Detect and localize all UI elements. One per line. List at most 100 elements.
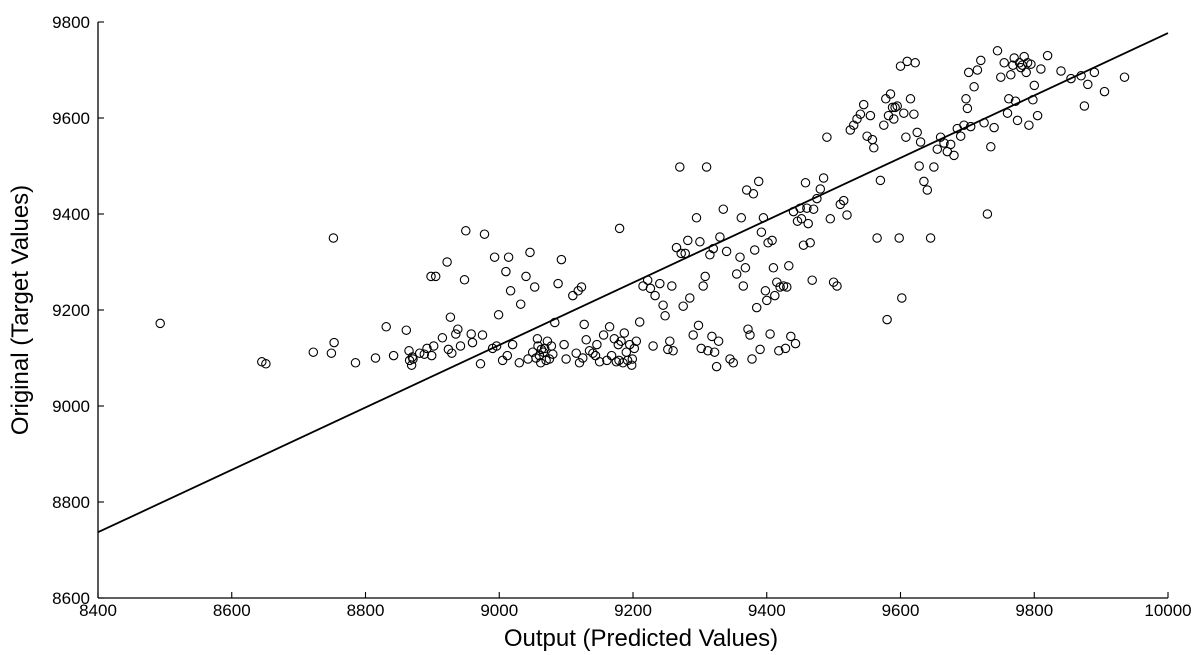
data-point — [535, 358, 546, 368]
data-point — [685, 293, 695, 303]
y-tick-label: 9400 — [52, 205, 90, 224]
data-point — [698, 281, 708, 291]
data-point — [616, 336, 626, 346]
data-point — [578, 353, 588, 363]
data-point — [598, 330, 609, 340]
data-point — [414, 348, 425, 358]
data-point — [736, 213, 747, 223]
data-point — [909, 109, 919, 119]
y-tick-label: 9200 — [52, 301, 90, 320]
data-point — [618, 358, 628, 368]
data-point — [678, 301, 688, 311]
data-point — [590, 350, 601, 361]
data-point — [959, 120, 969, 130]
data-point — [658, 300, 668, 310]
data-point — [501, 266, 511, 277]
data-point — [430, 271, 441, 282]
data-point — [838, 195, 849, 206]
data-point — [588, 348, 598, 358]
data-point — [969, 82, 979, 92]
data-point — [581, 335, 591, 345]
data-point — [865, 110, 876, 121]
data-point — [594, 357, 605, 367]
data-point — [261, 359, 271, 369]
data-point — [1042, 50, 1053, 61]
data-point — [701, 162, 712, 172]
x-tick-label: 9200 — [614, 601, 652, 620]
data-point — [825, 214, 836, 224]
data-point — [910, 58, 920, 68]
data-point — [807, 275, 817, 285]
data-point — [862, 131, 872, 141]
data-point — [982, 209, 993, 219]
data-point — [461, 226, 471, 236]
data-point — [999, 58, 1009, 68]
data-point — [676, 248, 686, 259]
data-point — [881, 94, 891, 104]
data-point — [505, 286, 516, 296]
data-point — [1029, 80, 1040, 91]
data-point — [532, 334, 543, 344]
data-point — [808, 204, 819, 214]
y-axis-title: Original (Target Values) — [7, 185, 34, 435]
data-point — [925, 233, 936, 243]
x-tick-label: 10000 — [1144, 601, 1191, 620]
data-point — [713, 336, 724, 346]
data-point — [721, 246, 732, 257]
data-point — [538, 347, 549, 357]
data-point — [695, 237, 705, 247]
data-point — [1032, 110, 1043, 121]
data-point — [426, 271, 436, 282]
data-point — [515, 299, 526, 309]
y-tick-label: 9600 — [52, 109, 90, 128]
data-point — [929, 162, 939, 172]
data-point — [693, 320, 704, 331]
data-point — [914, 161, 924, 171]
data-point — [780, 343, 791, 354]
y-tick-label: 9000 — [52, 397, 90, 416]
x-tick-label: 8800 — [347, 601, 385, 620]
data-point — [683, 235, 693, 246]
data-point — [703, 346, 713, 356]
y-axis-ticks: 8600 8800 9000 9200 9400 9600 9800 — [52, 13, 104, 608]
data-point — [665, 336, 675, 346]
data-point — [660, 311, 670, 321]
data-point — [489, 252, 500, 262]
data-point — [755, 344, 765, 355]
data-point — [459, 275, 470, 285]
data-point — [949, 150, 959, 161]
data-point — [401, 325, 412, 335]
data-point — [879, 120, 889, 130]
data-point — [756, 227, 767, 237]
data-point — [328, 233, 339, 243]
data-point — [707, 331, 717, 342]
data-point — [751, 302, 762, 313]
data-point — [521, 271, 531, 282]
data-point — [559, 339, 569, 350]
data-point — [514, 358, 525, 368]
data-point — [976, 55, 986, 66]
data-point — [408, 354, 418, 364]
data-point — [455, 341, 466, 351]
data-point — [668, 346, 678, 356]
data-point — [422, 343, 432, 354]
x-tick-label: 9800 — [1015, 601, 1053, 620]
data-point — [740, 263, 751, 273]
data-point — [502, 350, 513, 361]
data-point — [760, 286, 771, 296]
data-point — [912, 127, 922, 138]
data-point — [453, 324, 463, 334]
data-point — [899, 108, 909, 118]
data-point — [902, 56, 912, 67]
data-point — [614, 223, 625, 234]
data-point — [479, 229, 490, 239]
data-point — [885, 89, 896, 99]
data-point — [731, 269, 742, 279]
data-point — [762, 295, 772, 306]
x-tick-label: 8600 — [213, 601, 251, 620]
data-point — [466, 329, 476, 339]
data-point — [645, 283, 656, 294]
data-point — [1079, 101, 1090, 111]
data-point — [743, 324, 753, 334]
